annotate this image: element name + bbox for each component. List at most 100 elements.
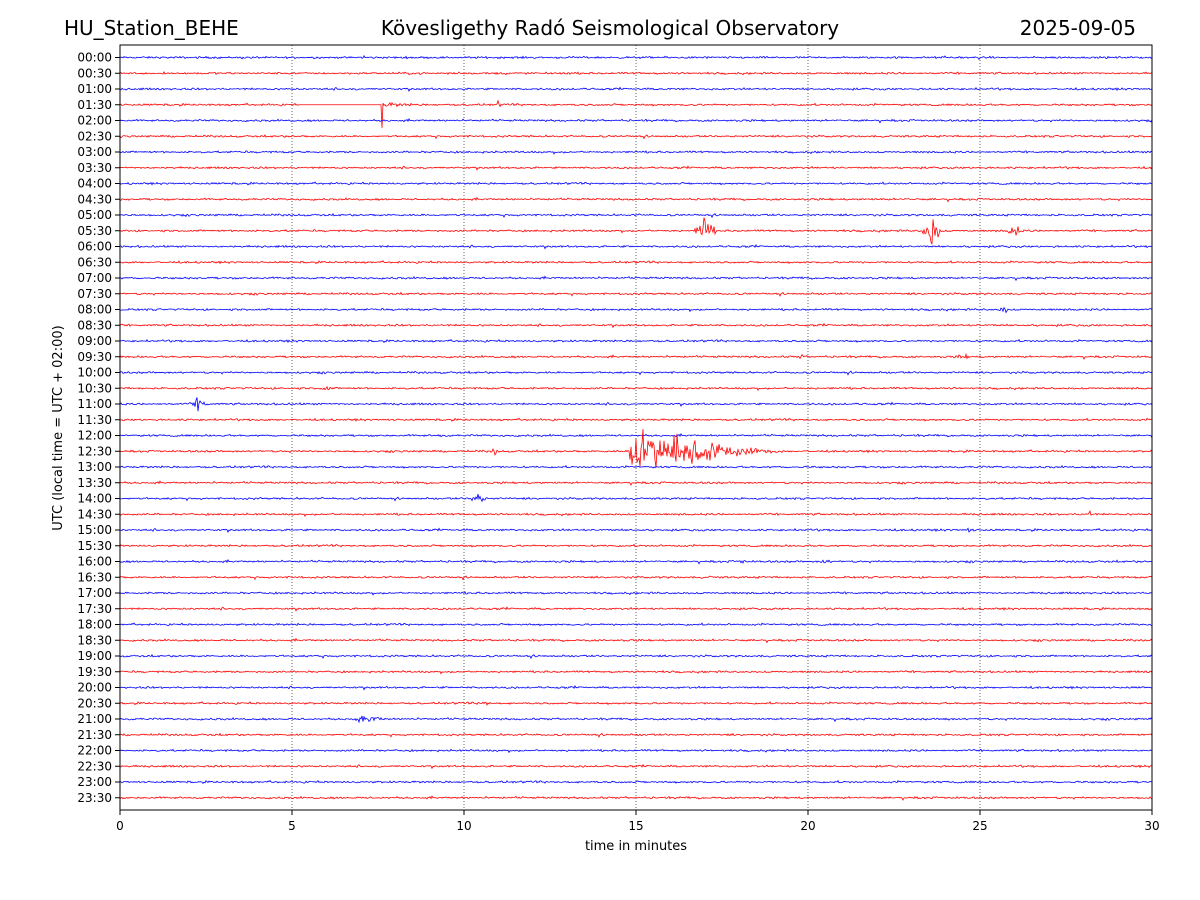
- row-label: 00:00: [77, 51, 112, 65]
- row-label: 09:30: [77, 350, 112, 364]
- trace-1600: [119, 558, 1153, 565]
- row-label: 16:00: [77, 555, 112, 569]
- row-label: 08:30: [77, 318, 112, 332]
- trace-1300: [119, 464, 1153, 469]
- trace-1530: [119, 543, 1153, 548]
- observatory-title: Kövesligethy Radó Seismological Observat…: [381, 16, 839, 40]
- x-tick-label: 10: [456, 819, 471, 833]
- row-label: 12:30: [77, 444, 112, 458]
- trace-1500: [119, 527, 1153, 534]
- row-label: 14:00: [77, 492, 112, 506]
- trace-0500: [119, 212, 1153, 219]
- row-label: 23:00: [77, 775, 112, 789]
- row-label: 10:00: [77, 366, 112, 380]
- row-label: 05:00: [77, 208, 112, 222]
- trace-0700: [119, 275, 1153, 282]
- trace-2200: [119, 748, 1153, 754]
- row-label: 19:00: [77, 649, 112, 663]
- trace-1200: [119, 432, 1153, 438]
- x-axis-ticks: 0 5 10 15 20 25 30: [116, 810, 1160, 833]
- x-tick-label: 15: [628, 819, 643, 833]
- x-tick-label: 0: [116, 819, 124, 833]
- trace-1130: [119, 417, 1153, 422]
- row-label: 22:30: [77, 759, 112, 773]
- row-label: 21:00: [77, 712, 112, 726]
- trace-0800: [119, 306, 1153, 314]
- row-label: 03:30: [77, 161, 112, 175]
- trace-1330: [119, 480, 1153, 486]
- trace-0930: [119, 352, 1153, 360]
- row-label: 14:30: [77, 507, 112, 521]
- trace-0300: [119, 150, 1153, 155]
- trace-1930: [119, 669, 1153, 675]
- row-label: 19:30: [77, 665, 112, 679]
- row-label: 05:30: [77, 224, 112, 238]
- row-label: 04:00: [77, 177, 112, 191]
- row-label: 07:00: [77, 271, 112, 285]
- trace-1730: [119, 606, 1153, 612]
- row-label: 17:30: [77, 602, 112, 616]
- trace-2300: [119, 779, 1153, 784]
- row-label: 02:30: [77, 129, 112, 143]
- row-label: 23:30: [77, 791, 112, 805]
- row-label: 12:00: [77, 429, 112, 443]
- trace-2330: [119, 795, 1153, 801]
- row-label: 17:00: [77, 586, 112, 600]
- row-label: 22:00: [77, 744, 112, 758]
- trace-1900: [119, 653, 1153, 660]
- row-label: 06:00: [77, 240, 112, 254]
- trace-2000: [119, 685, 1153, 691]
- trace-1430: [119, 510, 1153, 518]
- trace-1630: [119, 575, 1153, 581]
- row-label: 15:00: [77, 523, 112, 537]
- x-tick-label: 20: [800, 819, 815, 833]
- row-label: 08:00: [77, 303, 112, 317]
- trace-0200: [119, 117, 1153, 124]
- grid-lines: [291, 45, 981, 810]
- trace-2030: [119, 701, 1153, 706]
- row-label: 03:00: [77, 145, 112, 159]
- row-label: 18:30: [77, 633, 112, 647]
- seismic-traces: [119, 54, 1153, 801]
- trace-1800: [119, 622, 1153, 627]
- row-label: 10:30: [77, 381, 112, 395]
- row-label: 01:30: [77, 98, 112, 112]
- row-label: 07:30: [77, 287, 112, 301]
- trace-1230: [119, 429, 1153, 468]
- trace-1700: [119, 591, 1153, 596]
- trace-0230: [119, 134, 1153, 140]
- row-label: 16:30: [77, 570, 112, 584]
- row-label: 20:30: [77, 696, 112, 710]
- x-axis-label: time in minutes: [585, 839, 687, 854]
- trace-1400: [119, 494, 1153, 503]
- row-label: 02:00: [77, 114, 112, 128]
- row-label: 15:30: [77, 539, 112, 553]
- x-tick-label: 25: [972, 819, 987, 833]
- row-label: 18:00: [77, 618, 112, 632]
- trace-0000: [119, 54, 1153, 61]
- row-label: 01:00: [77, 82, 112, 96]
- trace-0730: [120, 291, 1153, 297]
- trace-0030: [119, 70, 1153, 76]
- trace-0530: [119, 217, 1153, 245]
- row-label: 20:00: [77, 681, 112, 695]
- trace-0400: [119, 181, 1153, 186]
- trace-0600: [119, 244, 1153, 250]
- station-title: HU_Station_BEHE: [64, 16, 239, 40]
- trace-0630: [119, 260, 1153, 265]
- trace-2230: [119, 763, 1153, 770]
- row-label: 04:30: [77, 192, 112, 206]
- trace-1030: [119, 385, 1153, 392]
- trace-2100: [119, 715, 1153, 724]
- trace-1000: [119, 370, 1153, 376]
- row-label: 06:30: [77, 255, 112, 269]
- trace-0830: [119, 322, 1153, 329]
- plot-frame: [119, 44, 1153, 811]
- row-label: 13:30: [77, 476, 112, 490]
- trace-0130: [119, 99, 1153, 128]
- trace-0330: [119, 165, 1153, 171]
- trace-1100: [119, 397, 1153, 412]
- trace-1830: [119, 637, 1153, 644]
